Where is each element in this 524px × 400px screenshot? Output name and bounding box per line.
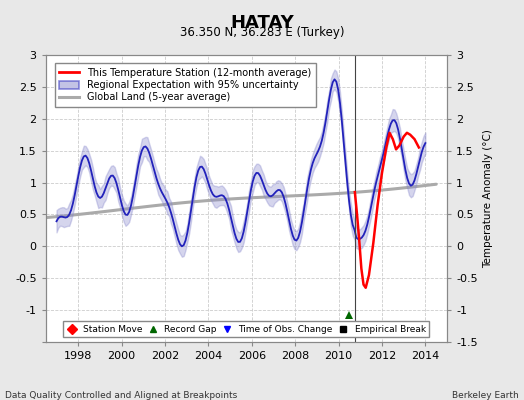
Text: Data Quality Controlled and Aligned at Breakpoints: Data Quality Controlled and Aligned at B… xyxy=(5,391,237,400)
Text: Berkeley Earth: Berkeley Earth xyxy=(452,391,519,400)
Y-axis label: Temperature Anomaly (°C): Temperature Anomaly (°C) xyxy=(483,129,493,268)
Text: HATAY: HATAY xyxy=(230,14,294,32)
Legend: Station Move, Record Gap, Time of Obs. Change, Empirical Break: Station Move, Record Gap, Time of Obs. C… xyxy=(63,321,429,338)
Text: 36.350 N, 36.283 E (Turkey): 36.350 N, 36.283 E (Turkey) xyxy=(180,26,344,39)
